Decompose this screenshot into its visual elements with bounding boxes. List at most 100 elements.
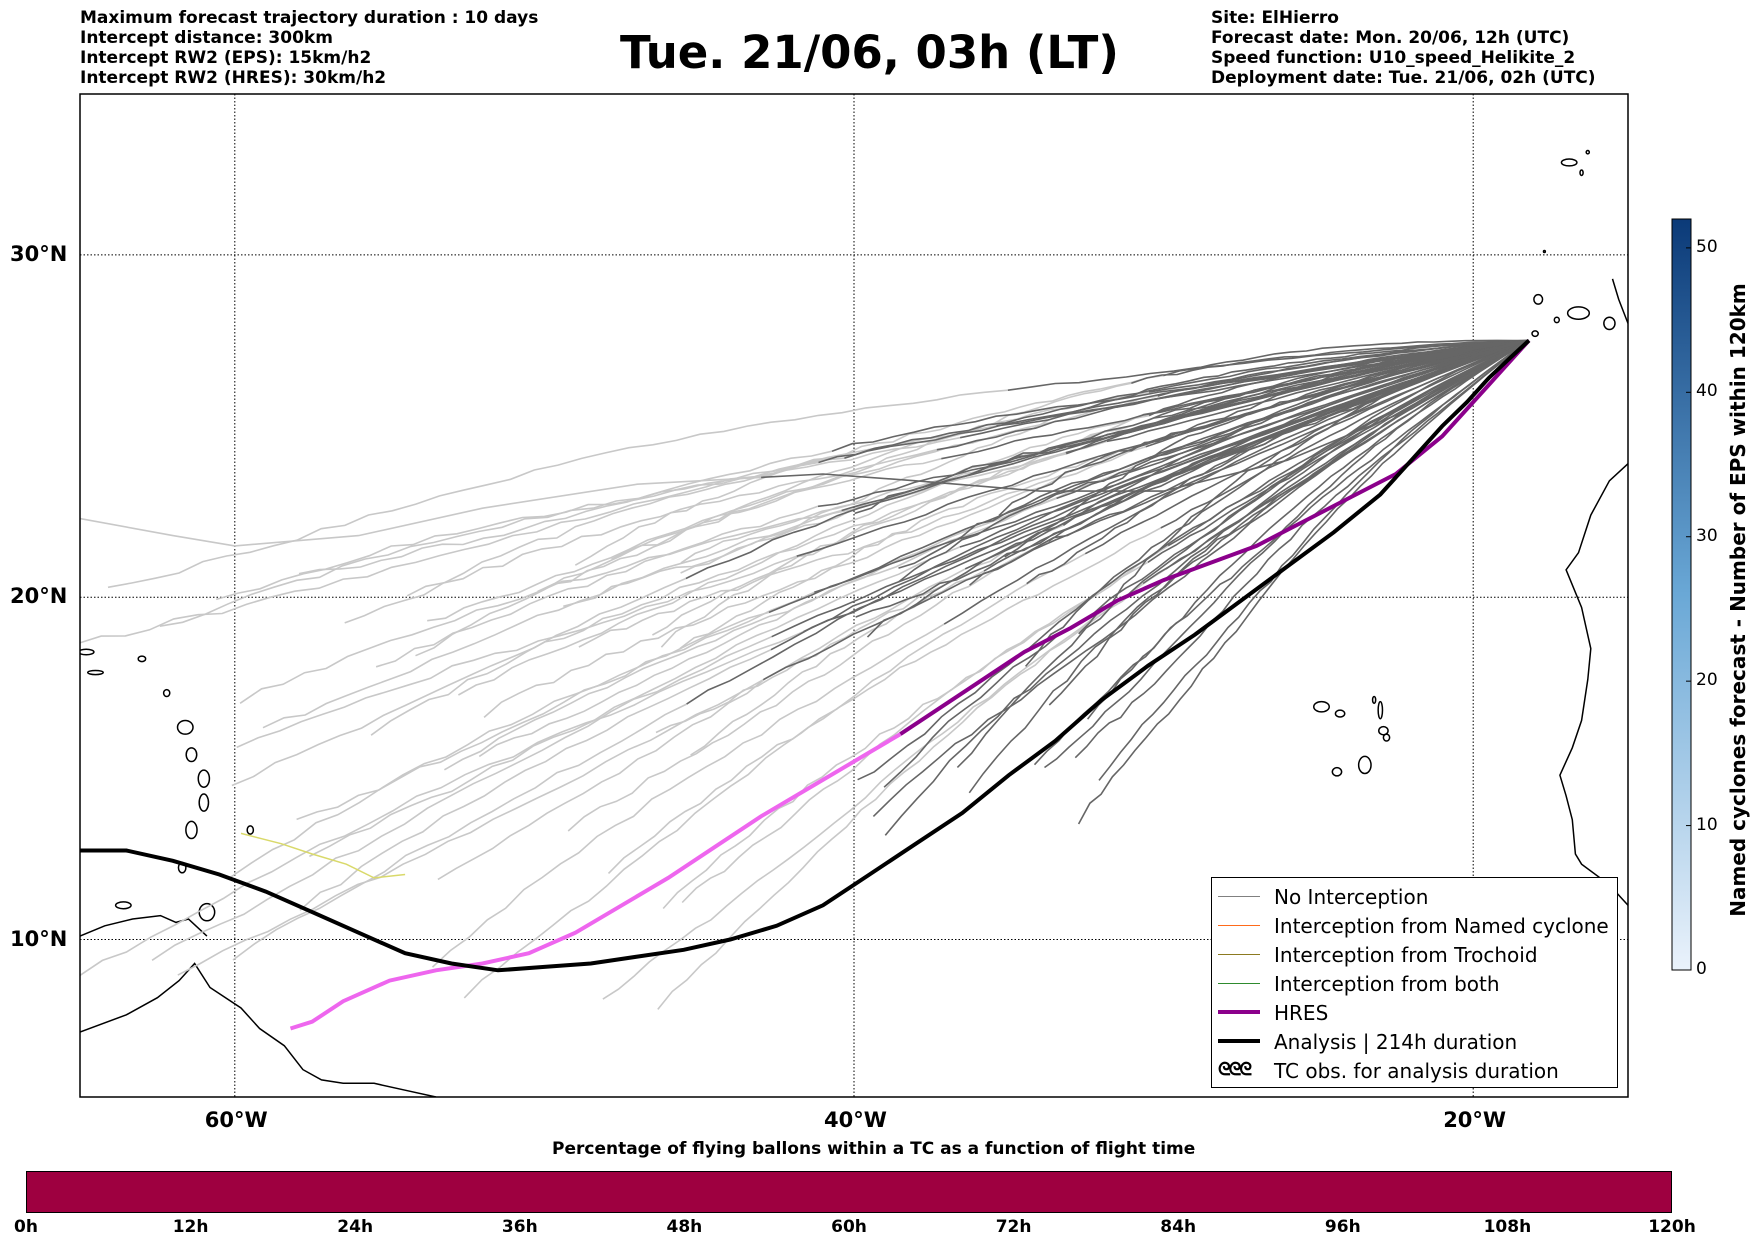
legend-item-tc-obs: ᘓᘓᘓ TC obs. for analysis duration (1212, 1056, 1617, 1085)
island-outline (1357, 755, 1372, 775)
coastline (1611, 278, 1628, 324)
island-outline (162, 688, 171, 698)
eps-track-segment (679, 447, 1133, 650)
legend-label: TC obs. for analysis duration (1274, 1059, 1559, 1083)
eps-tracks-no-interception (685, 339, 1530, 836)
eps-track-segment (1004, 339, 1530, 558)
eps-track-segment (231, 577, 687, 787)
island-outline (1331, 766, 1343, 777)
eps-track-segment (375, 505, 819, 668)
eps-track-segment (1131, 339, 1529, 384)
eps-track-segment (1044, 339, 1530, 769)
header-line-intercept-distance: Intercept distance: 300km (80, 28, 333, 48)
eps-track-segment (1007, 339, 1529, 391)
percentage-bar-tick: 12h (172, 1217, 209, 1237)
eps-track-segment (1163, 339, 1529, 377)
eps-track-segment (80, 425, 997, 644)
island-outline (1313, 700, 1330, 713)
legend-swatch (1218, 1039, 1260, 1043)
page-title: Tue. 21/06, 03h (LT) (620, 26, 1119, 79)
percentage-bar-tick: 36h (501, 1217, 538, 1237)
cyclone-symbol-icon: ᘓᘓᘓ (1218, 1059, 1252, 1080)
header-line-forecast-date: Forecast date: Mon. 20/06, 12h (UTC) (1211, 28, 1570, 48)
legend-item-hres: HRES (1212, 998, 1617, 1027)
legend-label: Interception from Named cyclone (1274, 914, 1609, 938)
eps-track-segment (458, 417, 1155, 696)
island-outline (197, 769, 211, 788)
eps-track-segment (977, 339, 1530, 473)
island-outline (137, 655, 147, 663)
eps-track-segment (1160, 339, 1530, 529)
header-line-site: Site: ElHierro (1211, 8, 1339, 28)
legend-label: Interception from both (1274, 972, 1500, 996)
eps-track-segment (578, 470, 1071, 648)
legend-item-both: Interception from both (1212, 969, 1617, 998)
colorbar-tick: 0 (1696, 959, 1707, 979)
eps-track-segment (602, 582, 1144, 1000)
lat-label: 10°N (10, 926, 68, 951)
trochoid-interception-track (240, 832, 406, 879)
eps-track-segment (262, 440, 1108, 729)
percentage-bar-tick: 24h (337, 1217, 374, 1237)
eps-track-segment (1084, 339, 1530, 555)
island-outline (1382, 733, 1391, 742)
eps-track-segment (107, 389, 1008, 589)
legend-swatch (1218, 954, 1260, 955)
eps-track-segment (607, 527, 1162, 874)
eps-track-segment (770, 339, 1530, 651)
island-outline (86, 669, 104, 676)
island-outline (246, 825, 255, 835)
island-outline (114, 901, 132, 910)
eps-track-segment (427, 457, 942, 622)
eps-track-segment (215, 436, 961, 601)
eps-track-segment (1026, 339, 1530, 585)
header-line-deployment-date: Deployment date: Tue. 21/06, 02h (UTC) (1211, 68, 1596, 88)
eps-track-segment (883, 339, 1530, 788)
eps-track-segment (431, 623, 945, 968)
eps-track-segment (1165, 339, 1530, 570)
lon-label: 40°W (824, 1108, 887, 1132)
eps-track-segment (483, 446, 1147, 719)
legend-label: Analysis | 214h duration (1274, 1030, 1518, 1054)
eps-track-segment (657, 568, 1167, 1010)
header-line-intercept-eps: Intercept RW2 (EPS): 15km/h2 (80, 48, 372, 68)
eps-track-segment (681, 561, 1149, 904)
eps-track-segment (1098, 339, 1530, 781)
eps-track-segment (80, 476, 762, 547)
eps-track-segment (690, 570, 985, 756)
eps-track-segment (177, 679, 764, 976)
eps-track-segment (478, 497, 1057, 758)
legend-item-analysis: Analysis | 214h duration (1212, 1027, 1617, 1056)
colorbar-tick: 40 (1696, 381, 1718, 402)
colorbar-label: Named cyclones forecast - Number of EPS … (1726, 283, 1750, 917)
eps-track-segment (660, 453, 1067, 648)
eps-track-segment (854, 339, 1530, 515)
island-outline (198, 902, 216, 922)
eps-tracks-light (80, 374, 1169, 1010)
legend-swatch (1218, 983, 1260, 984)
legend-swatch (1218, 896, 1260, 897)
eps-track-segment (1077, 339, 1530, 825)
lat-label: 30°N (10, 241, 68, 266)
eps-track-segment (680, 471, 978, 564)
trajectory-map (79, 93, 1692, 1098)
eps-track-segment (298, 450, 833, 575)
colorbar-tick: 50 (1696, 236, 1718, 257)
header-line-intercept-hres: Intercept RW2 (HRES): 30km/h2 (80, 68, 387, 88)
island-outline (185, 820, 198, 840)
eps-track-segment (236, 555, 797, 749)
eps-track-segment (151, 635, 773, 961)
eps-track-segment (1086, 339, 1530, 720)
eps-track-segment (761, 339, 1530, 492)
eps-track-segment (857, 339, 1530, 781)
eps-track-segment (1048, 339, 1530, 706)
colorbar (1671, 218, 1692, 971)
eps-track-segment (296, 611, 770, 821)
island-outline (176, 719, 194, 735)
colorbar-tick: 30 (1696, 525, 1718, 546)
coastlines (80, 149, 1628, 1097)
eps-track-segment (463, 552, 1086, 999)
eps-track-segment (406, 461, 819, 597)
eps-track-segment (1157, 339, 1529, 397)
eps-track-segment (866, 339, 1530, 638)
